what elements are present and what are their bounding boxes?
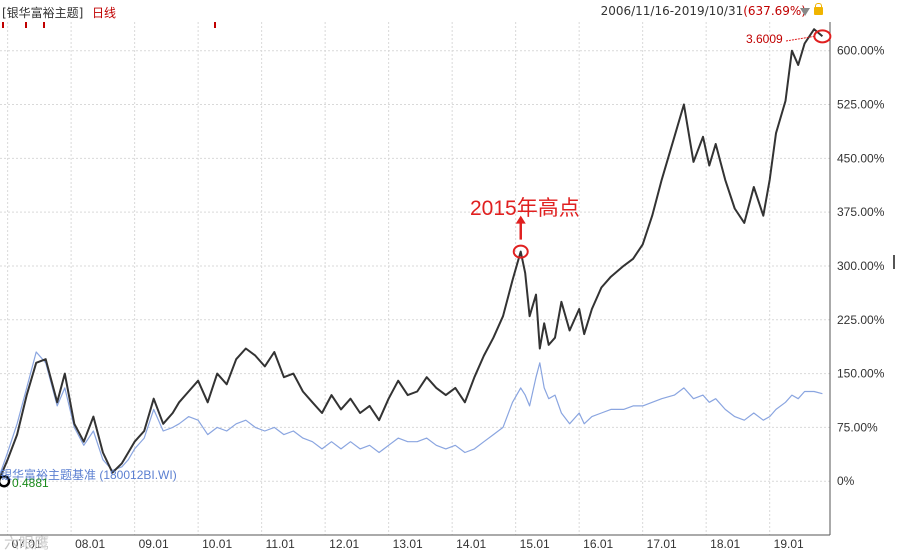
x-tick-label: 14.01 <box>456 537 486 551</box>
x-tick-label: 17.01 <box>647 537 677 551</box>
chart-marks <box>0 22 832 488</box>
chart-axes <box>0 22 831 536</box>
y-tick-label: 75.00% <box>837 420 878 434</box>
benchmark-series-line <box>0 351 823 475</box>
y-tick-label: 600.00% <box>837 44 885 58</box>
x-tick-label: 11.01 <box>266 537 295 551</box>
chart-ticks: 600.00% 525.00% 450.00% 375.00% 300.00% 225.0… <box>12 44 885 551</box>
range-percent: (637.69%) <box>743 4 806 18</box>
chart-grid <box>0 22 830 535</box>
x-tick-label: 12.01 <box>329 537 359 551</box>
x-tick-label: 10.01 <box>202 537 232 551</box>
scroll-handle[interactable] <box>893 255 898 269</box>
y-tick-label: 150.00% <box>837 367 885 381</box>
low-value-label: 0.4881 <box>12 476 49 490</box>
fund-series-line <box>0 28 824 478</box>
fund-title[interactable]: [银华富裕主题] <box>2 6 84 20</box>
start-marker <box>0 474 11 488</box>
peak-circle <box>512 244 529 259</box>
last-value-leader <box>785 35 815 42</box>
y-tick-label: 0% <box>837 474 855 488</box>
x-tick-label: 16.01 <box>583 537 613 551</box>
x-tick-label: 09.01 <box>139 537 169 551</box>
last-value-circle <box>813 29 832 44</box>
x-tick-label: 19.01 <box>774 537 804 551</box>
y-tick-label: 375.00% <box>837 205 885 219</box>
x-tick-label: 08.01 <box>75 537 105 551</box>
x-tick-label: 07.01 <box>12 537 42 551</box>
date-range: 2006/11/16-2019/10/31(637.69%) <box>601 4 806 18</box>
date-range-text: 2006/11/16-2019/10/31 <box>600 4 744 18</box>
y-tick-label: 450.00% <box>837 151 885 165</box>
last-value-label: 3.6009 <box>746 32 783 46</box>
lock-icon[interactable] <box>814 3 823 15</box>
period-label[interactable]: 日线 <box>92 6 117 20</box>
chart-header: [银华富裕主题] 日线 2006/11/16-2019/10/31(637.69… <box>0 0 898 24</box>
dropdown-triangle-icon[interactable] <box>800 8 810 16</box>
y-tick-label: 225.00% <box>837 313 885 327</box>
watermark: 六眼鹰 <box>4 534 50 552</box>
peak-annotation: 2015年高点 <box>470 197 580 220</box>
x-tick-label: 18.01 <box>710 537 740 551</box>
chart-series <box>0 28 824 478</box>
y-tick-label: 525.00% <box>837 98 885 112</box>
x-tick-label: 15.01 <box>520 537 550 551</box>
y-tick-label: 300.00% <box>837 259 885 273</box>
peak-arrow-head <box>515 215 526 224</box>
x-tick-label: 13.01 <box>393 537 423 551</box>
benchmark-label: 银华富裕主题基准 (180012BI.WI) <box>0 468 177 482</box>
